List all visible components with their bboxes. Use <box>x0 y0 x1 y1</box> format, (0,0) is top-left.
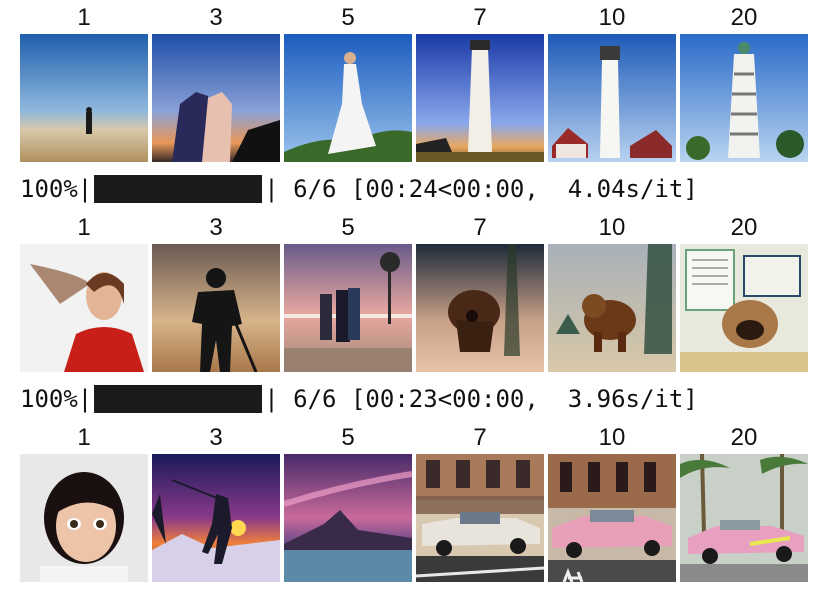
progress-bar-line-1: 100%| | 6/6 [00:24<00:00, 4.04s/it] <box>20 172 810 206</box>
progress-pipe: | <box>264 385 279 413</box>
child-portrait-image <box>20 454 148 582</box>
progress-percent: 100% <box>20 175 78 203</box>
bear-forest-image <box>548 244 676 372</box>
lighthouse-house-image <box>548 34 676 162</box>
progress-bar-line-2: 100%| | 6/6 [00:23<00:00, 3.96s/it] <box>20 382 810 416</box>
step-label: 10 <box>598 424 626 451</box>
step-label-row-2: 1 3 5 7 10 20 <box>20 214 808 242</box>
step-label: 20 <box>730 214 758 241</box>
progress-pipe: | <box>77 175 93 203</box>
progress-rate: 3.96s/it] <box>567 385 698 413</box>
progress-timing: [00:23<00:00, <box>350 385 539 413</box>
step-label: 1 <box>77 4 91 31</box>
image-row-1 <box>20 34 808 162</box>
lighthouse-dusk-image <box>416 34 544 162</box>
progress-fill <box>94 385 263 413</box>
progress-pipe: | <box>77 385 93 413</box>
mountain-lake-sky-image <box>284 454 412 582</box>
step-label: 20 <box>730 424 758 451</box>
step-label: 1 <box>77 214 91 241</box>
people-boardwalk-image <box>284 244 412 372</box>
bride-sky-image <box>284 34 412 162</box>
progress-fill <box>94 175 263 203</box>
progress-count: 6/6 <box>293 175 337 203</box>
step-label: 3 <box>209 214 223 241</box>
silhouette-man-image <box>152 244 280 372</box>
progress-count: 6/6 <box>293 385 337 413</box>
step-label: 20 <box>730 4 758 31</box>
couple-sunset-image <box>152 34 280 162</box>
step-label: 3 <box>209 424 223 451</box>
step-label: 1 <box>77 424 91 451</box>
step-label-row-3: 1 3 5 7 10 20 <box>20 424 808 452</box>
step-label: 5 <box>341 424 355 451</box>
woman-red-shirt-image <box>20 244 148 372</box>
step-label: 7 <box>473 424 487 451</box>
progress-rate: 4.04s/it] <box>567 175 698 203</box>
step-label: 7 <box>473 214 487 241</box>
white-car-street-image <box>416 454 544 582</box>
step-label: 10 <box>598 4 626 31</box>
pagoda-tower-image <box>680 34 808 162</box>
step-label-row-1: 1 3 5 7 10 20 <box>20 4 808 32</box>
step-label: 3 <box>209 4 223 31</box>
snow-sunset-figure-image <box>152 454 280 582</box>
step-label: 7 <box>473 4 487 31</box>
progress-percent: 100% <box>20 385 78 413</box>
dog-sunset-image <box>416 244 544 372</box>
image-row-3 <box>20 454 808 582</box>
beach-walker-image <box>20 34 148 162</box>
pink-car-street-image <box>548 454 676 582</box>
pug-papers-image <box>680 244 808 372</box>
pink-car-palms-image <box>680 454 808 582</box>
progress-pipe: | <box>264 175 279 203</box>
step-label: 5 <box>341 214 355 241</box>
step-label: 10 <box>598 214 626 241</box>
image-row-2 <box>20 244 808 372</box>
progress-timing: [00:24<00:00, <box>350 175 539 203</box>
step-label: 5 <box>341 4 355 31</box>
